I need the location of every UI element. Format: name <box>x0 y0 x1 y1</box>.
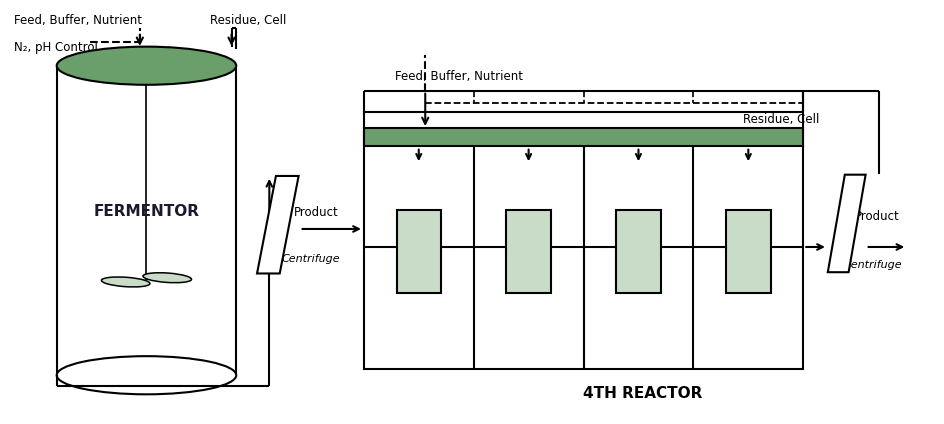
Bar <box>725 210 769 293</box>
Text: Centrifuge: Centrifuge <box>281 254 340 264</box>
Bar <box>615 210 660 293</box>
Ellipse shape <box>57 47 236 85</box>
Text: N₂, pH Control: N₂, pH Control <box>14 42 98 54</box>
Text: Centrifuge: Centrifuge <box>843 260 902 270</box>
Text: 4TH REACTOR: 4TH REACTOR <box>582 386 701 401</box>
Ellipse shape <box>57 356 236 394</box>
Text: Residue, Cell: Residue, Cell <box>742 113 818 126</box>
Ellipse shape <box>143 273 192 283</box>
Ellipse shape <box>101 277 150 287</box>
Bar <box>396 210 441 293</box>
Text: FERMENTOR: FERMENTOR <box>93 204 199 220</box>
Text: Feed, Buffer, Nutrient: Feed, Buffer, Nutrient <box>14 14 142 27</box>
Bar <box>363 112 802 369</box>
Text: Product: Product <box>294 206 338 219</box>
Bar <box>506 210 550 293</box>
Text: Product: Product <box>854 210 899 223</box>
Text: Feed, Buffer, Nutrient: Feed, Buffer, Nutrient <box>395 70 522 83</box>
Bar <box>363 128 802 146</box>
Polygon shape <box>827 175 865 272</box>
Text: Residue, Cell: Residue, Cell <box>210 14 286 27</box>
Polygon shape <box>257 176 298 273</box>
